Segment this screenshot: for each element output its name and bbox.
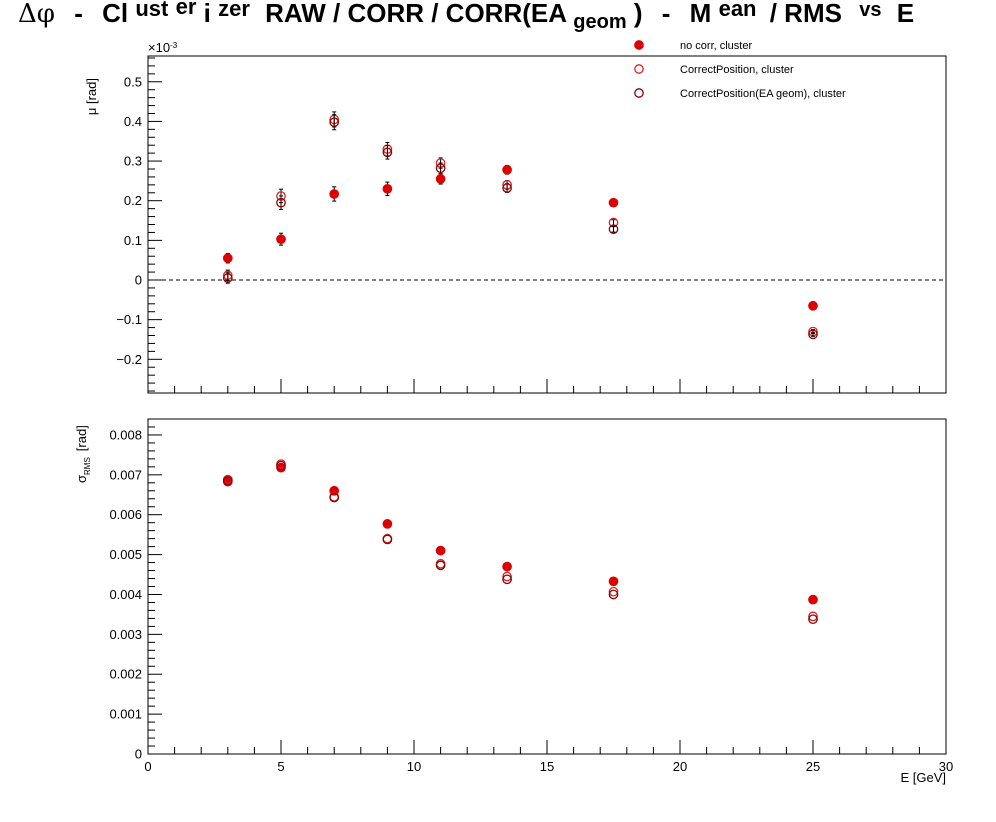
open-marker-s2 bbox=[276, 197, 286, 208]
x-tick-label: 25 bbox=[806, 759, 820, 774]
y-title-sub: RMS bbox=[83, 457, 92, 475]
open-marker-s2 bbox=[808, 329, 818, 340]
legend: no corr, cluster CorrectPosition, cluster… bbox=[634, 40, 846, 100]
title-zer: zer bbox=[218, 0, 250, 21]
open-marker-s2 bbox=[222, 475, 233, 486]
legend-label: no corr, cluster bbox=[680, 40, 752, 52]
open-marker-s2 bbox=[222, 273, 233, 283]
title-er: er bbox=[176, 0, 197, 19]
y-tick-label: 0.007 bbox=[109, 467, 142, 482]
x-axis-title: E [GeV] bbox=[900, 770, 946, 785]
filled-marker-s0 bbox=[808, 300, 818, 311]
y-title-sigma: σ bbox=[74, 475, 89, 483]
open-marker-s2 bbox=[608, 224, 619, 235]
open-marker-s1 bbox=[808, 611, 818, 622]
rms-panel: 0 0.001 0.002 0.003 0.004 0.005 0.006 0.007 0.00… bbox=[74, 418, 953, 785]
filled-marker-s0 bbox=[608, 197, 619, 208]
title-sub-geom: geom bbox=[573, 11, 626, 33]
filled-marker-s0 bbox=[435, 174, 446, 184]
y-tick-label: 0 bbox=[135, 747, 142, 762]
open-marker-s2 bbox=[808, 614, 818, 625]
open-marker-s2 bbox=[382, 147, 393, 158]
filled-marker-s0 bbox=[382, 519, 393, 529]
y-multiplier-exp: -3 bbox=[170, 41, 178, 50]
filled-marker-s0 bbox=[808, 594, 818, 605]
title-vs: vs bbox=[859, 0, 881, 21]
y-axis-title-rms: σRMS [rad] bbox=[74, 425, 92, 483]
open-marker-s2 bbox=[276, 460, 286, 471]
y-tick-label: −0.2 bbox=[116, 352, 142, 367]
title-m: M bbox=[690, 0, 712, 28]
chart-title: Δφ - Cl ust er i zer RAW / CORR / CORR(E… bbox=[18, 0, 914, 34]
y-multiplier-base: ×10 bbox=[148, 40, 170, 55]
y-tick-label: 0.1 bbox=[124, 233, 142, 248]
y-tick-label: 0.3 bbox=[124, 154, 142, 169]
title-close: ) bbox=[634, 0, 643, 28]
legend-marker-s0 bbox=[634, 40, 644, 50]
x-tick-label: 15 bbox=[540, 759, 554, 774]
open-marker-s1 bbox=[502, 571, 512, 582]
open-marker-s1 bbox=[608, 586, 619, 597]
y-tick-label: 0.008 bbox=[109, 427, 142, 442]
filled-marker-s0 bbox=[502, 164, 512, 175]
mean-panel: −0.2 −0.1 0 0.1 0.2 0.3 0.4 0.5 μ [rad] ×10-3 bbox=[84, 40, 947, 394]
y-tick-label: 0.001 bbox=[109, 707, 142, 722]
y-tick-label: 0.005 bbox=[109, 547, 142, 562]
y-tick-label: 0.002 bbox=[109, 667, 142, 682]
x-tick-label: 0 bbox=[144, 759, 151, 774]
legend-marker-s2 bbox=[634, 88, 644, 98]
title-ust: ust bbox=[135, 0, 169, 21]
legend-marker-s1 bbox=[634, 64, 644, 74]
y-tick-label: 0.004 bbox=[109, 587, 142, 602]
top-frame bbox=[147, 55, 947, 394]
y-tick-label: 0.003 bbox=[109, 627, 142, 642]
filled-marker-s0 bbox=[222, 253, 233, 264]
x-tick-label: 20 bbox=[673, 759, 687, 774]
open-marker-s2 bbox=[502, 574, 512, 585]
open-marker-s2 bbox=[502, 183, 512, 193]
title-ean: ean bbox=[719, 0, 757, 21]
bottom-frame bbox=[147, 418, 947, 755]
title-sep2: - bbox=[662, 0, 671, 28]
title-cl: Cl bbox=[102, 0, 128, 28]
filled-marker-s0 bbox=[382, 183, 393, 194]
open-marker-s2 bbox=[329, 117, 340, 128]
legend-label: CorrectPosition, cluster bbox=[680, 64, 794, 76]
filled-marker-s0 bbox=[435, 545, 446, 556]
y-title-unit: [rad] bbox=[74, 425, 89, 451]
filled-marker-s0 bbox=[329, 189, 340, 199]
title-sep1: - bbox=[74, 0, 83, 28]
open-marker-s2 bbox=[329, 492, 340, 503]
open-marker-s2 bbox=[435, 560, 446, 571]
y-tick-label: 0 bbox=[135, 273, 142, 288]
open-marker-s2 bbox=[435, 163, 446, 174]
x-tick-label: 10 bbox=[407, 759, 421, 774]
filled-marker-s0 bbox=[608, 576, 619, 587]
open-marker-s2 bbox=[608, 589, 619, 600]
y-tick-label: 0.2 bbox=[124, 193, 142, 208]
title-main: RAW / CORR / CORR(EA bbox=[265, 0, 567, 28]
title-i: i bbox=[204, 0, 211, 28]
y-multiplier: ×10-3 bbox=[148, 40, 178, 55]
title-rms: / RMS bbox=[770, 0, 842, 28]
filled-marker-s0 bbox=[502, 561, 512, 572]
title-dphi: Δφ bbox=[18, 0, 55, 29]
open-marker-s2 bbox=[382, 534, 393, 545]
x-tick-label: 30 bbox=[939, 759, 953, 774]
y-tick-label: −0.1 bbox=[116, 312, 142, 327]
svg-text:Δφ - Cl ust er: Δφ - Cl ust er i zer RAW / CORR / CORR(E… bbox=[18, 0, 914, 34]
x-tick-label: 5 bbox=[277, 759, 284, 774]
y-axis-title-mean: μ [rad] bbox=[84, 78, 99, 115]
y-tick-label: 0.5 bbox=[124, 74, 142, 89]
y-tick-label: 0.006 bbox=[109, 507, 142, 522]
legend-label: CorrectPosition(EA geom), cluster bbox=[680, 88, 846, 100]
y-tick-label: 0.4 bbox=[124, 114, 142, 129]
filled-marker-s0 bbox=[276, 234, 286, 245]
title-e: E bbox=[897, 0, 914, 28]
